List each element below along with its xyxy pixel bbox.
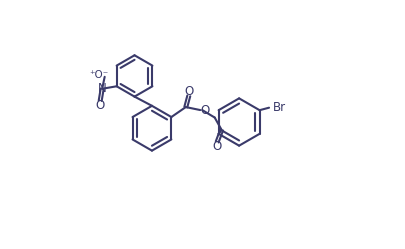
- Text: ⁺O⁻: ⁺O⁻: [90, 70, 109, 80]
- Text: N: N: [98, 82, 106, 95]
- Text: O: O: [200, 104, 209, 117]
- Text: O: O: [184, 85, 193, 98]
- Text: O: O: [212, 140, 221, 153]
- Text: Br: Br: [272, 101, 285, 114]
- Text: O: O: [95, 99, 104, 112]
